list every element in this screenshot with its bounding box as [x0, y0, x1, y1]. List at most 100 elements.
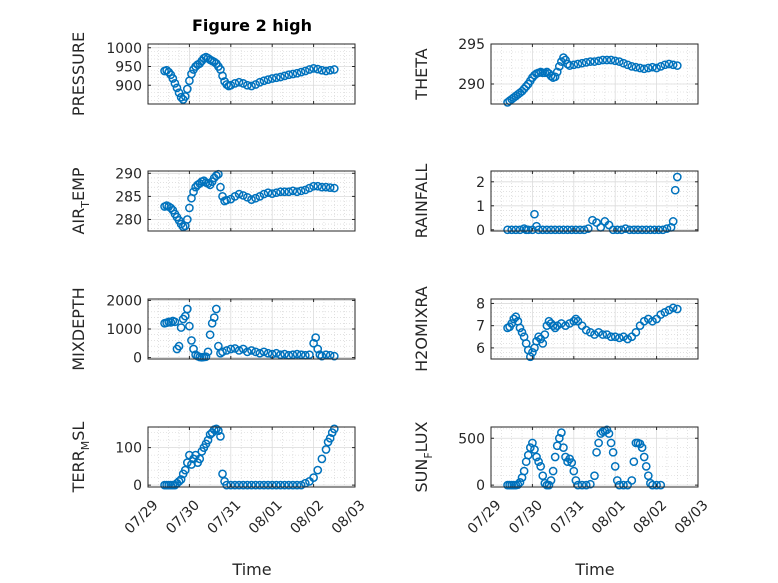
data-point [329, 424, 339, 434]
data-point [263, 188, 273, 198]
data-point [238, 480, 248, 490]
data-point [621, 224, 630, 233]
y-tick-label: 1 [476, 199, 485, 215]
y-axis-label: RAINFALL [412, 164, 431, 239]
data-point [648, 62, 657, 72]
y-axis-label: SUNFLUX [412, 421, 435, 492]
data-point [672, 61, 682, 70]
data-point [509, 314, 519, 324]
data-point [563, 59, 572, 69]
data-point [243, 480, 252, 490]
subplot-0: 900 950 1000 PRESSURE [69, 32, 356, 116]
data-point [629, 457, 639, 467]
axes-box [490, 426, 699, 488]
x-axis-label-right: Time [574, 560, 614, 579]
data-point [592, 447, 601, 457]
data-point [571, 476, 581, 485]
data-point [174, 341, 184, 351]
data-point [561, 321, 570, 331]
data-point [586, 57, 595, 66]
data-point [614, 57, 624, 66]
data-point [550, 72, 560, 82]
data-point [639, 452, 649, 462]
data-point [182, 84, 192, 94]
data-point [271, 188, 281, 198]
data-point [554, 62, 564, 71]
y-tick-label: 100 [115, 441, 142, 457]
data-point [590, 57, 599, 66]
data-point [561, 452, 570, 462]
data-point [189, 187, 198, 197]
data-point [548, 466, 558, 476]
data-point [284, 187, 294, 197]
data-point [259, 347, 269, 357]
data-point [296, 480, 306, 490]
y-tick-label: 0 [133, 478, 142, 494]
y-tick-label: 290 [458, 77, 485, 93]
data-point [577, 58, 587, 68]
data-point [536, 462, 546, 471]
data-point [182, 304, 192, 314]
data-point [313, 64, 323, 74]
y-tick-label: 500 [458, 431, 485, 447]
data-point [251, 480, 260, 490]
data-point [296, 186, 306, 196]
data-point [205, 330, 215, 340]
data-point [656, 480, 666, 490]
data-point [211, 424, 221, 434]
data-point [267, 480, 277, 490]
y-axis-label: MIXDEPTH [69, 287, 88, 370]
data-point [660, 307, 670, 317]
data-point [259, 189, 269, 199]
data-point [619, 58, 628, 68]
data-point [176, 323, 186, 332]
data-point [170, 317, 180, 327]
x-tick-label: 08/03 [329, 497, 369, 537]
data-point [271, 73, 281, 83]
data-point [554, 433, 564, 443]
data-point [185, 203, 194, 213]
x-tick-label: 07/30 [506, 497, 546, 537]
data-point [280, 480, 289, 490]
data-point [573, 59, 583, 69]
data-point [313, 181, 323, 191]
data-point [234, 189, 244, 199]
y-tick-label: 900 [115, 78, 142, 94]
data-point [222, 195, 232, 205]
y-axis-label: THETA [412, 48, 431, 100]
data-point [309, 64, 318, 73]
y-tick-label: 1000 [106, 41, 142, 57]
data-point [234, 480, 244, 490]
data-point [187, 336, 196, 345]
data-point [305, 65, 314, 74]
data-point [602, 330, 612, 339]
y-axis-label: TERRMSL [69, 422, 92, 494]
data-point [238, 191, 248, 200]
x-tick-label: 07/29 [465, 497, 505, 537]
data-point [296, 67, 306, 77]
data-point [317, 454, 327, 464]
data-point [528, 347, 537, 357]
data-point [187, 69, 196, 79]
data-point [166, 318, 176, 327]
data-point [557, 319, 566, 328]
data-point [525, 443, 535, 452]
data-point [546, 476, 556, 485]
subplot-4: 0 1000 2000 MIXDEPTH [69, 287, 356, 371]
data-point [540, 330, 550, 339]
y-tick-label: 8 [476, 296, 485, 312]
data-point [321, 66, 331, 76]
data-point [594, 438, 603, 448]
data-point [668, 217, 678, 226]
axes-box [147, 43, 356, 105]
data-point [538, 339, 548, 348]
data-point [606, 438, 616, 448]
data-point [573, 480, 583, 490]
data-point [569, 316, 579, 326]
data-point [557, 428, 566, 437]
data-point [288, 69, 298, 79]
data-point [172, 83, 182, 93]
data-point [230, 480, 240, 490]
data-point [296, 350, 306, 360]
data-point [276, 187, 285, 197]
